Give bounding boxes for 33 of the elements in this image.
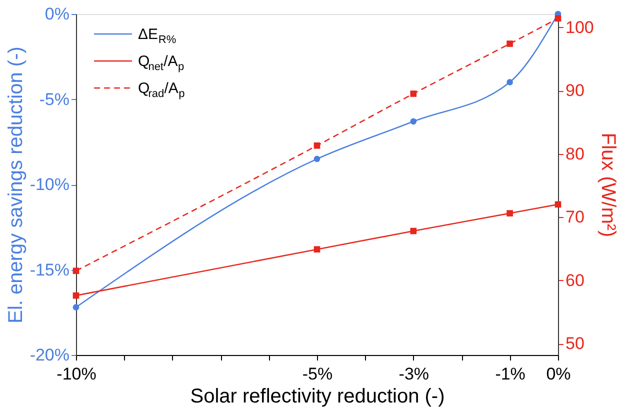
y2-axis-title: Flux (W/m²) (596, 132, 619, 238)
y2-tick-label: 80 (566, 144, 584, 164)
y2-tick-label: 70 (566, 208, 584, 227)
x-tick-label: 0% (546, 364, 571, 384)
point (314, 246, 320, 253)
y-tick-label: 0% (44, 4, 70, 24)
point (410, 228, 417, 234)
x-tick-label: -3% (398, 364, 430, 384)
x-tick-label: -1% (495, 364, 526, 384)
point (314, 156, 320, 162)
point (506, 79, 513, 86)
point (506, 40, 513, 47)
y2-tick-label: 90 (566, 81, 584, 100)
y2-tick-label: 60 (566, 270, 584, 290)
point (72, 292, 80, 299)
y2-tick-label: 50 (566, 334, 584, 354)
point (506, 210, 513, 216)
point (72, 304, 80, 310)
y-axis-title: El. energy savings reduction (-) (4, 46, 27, 324)
y-tick-label: -5% (39, 90, 70, 109)
point (410, 90, 417, 97)
y2-tick-label: 100 (566, 18, 594, 37)
x-axis-title: Solar reflectivity reduction (-) (190, 386, 445, 408)
x-tick-label: -10% (56, 364, 96, 384)
point (72, 268, 80, 274)
point (554, 15, 562, 22)
x-tick-label: -5% (302, 364, 333, 384)
point (554, 201, 562, 208)
point (314, 142, 320, 149)
y-tick-label: -20% (30, 346, 70, 364)
y-tick-label: -10% (30, 175, 70, 194)
point (410, 118, 417, 125)
y-tick-label: -15% (30, 260, 70, 280)
